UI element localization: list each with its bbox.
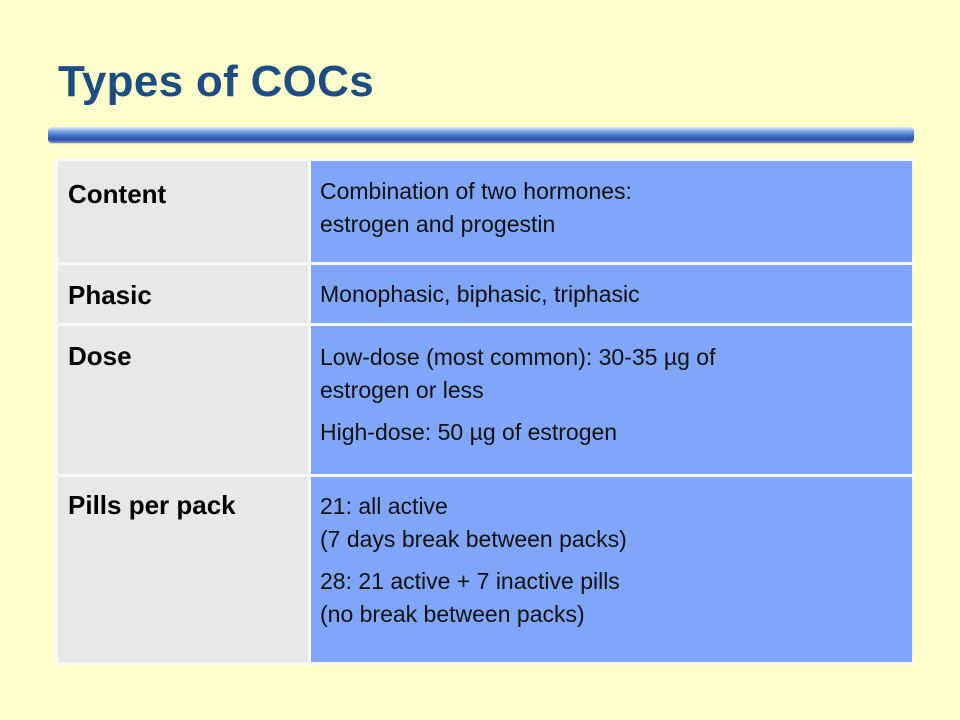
- title-divider: [48, 127, 914, 143]
- table-row-dose: Dose Low-dose (most common): 30-35 µg of…: [55, 322, 915, 477]
- row-value-cell: Combination of two hormones: estrogen an…: [308, 158, 915, 265]
- row-label-cell: Pills per pack: [55, 473, 311, 666]
- row-label-dose: Dose: [68, 340, 132, 371]
- row-label-pills-per-pack: Pills per pack: [68, 489, 236, 520]
- coc-types-table: Content Combination of two hormones: est…: [55, 158, 915, 666]
- pack-21-description: 21: all active (7 days break between pac…: [320, 492, 627, 552]
- row-label-cell: Phasic: [55, 261, 311, 326]
- row-value-cell: 21: all active (7 days break between pac…: [308, 473, 915, 666]
- row-value-cell: Low-dose (most common): 30-35 µg of estr…: [308, 322, 915, 477]
- dose-low-description: Low-dose (most common): 30-35 µg of estr…: [320, 343, 716, 403]
- row-label-cell: Dose: [55, 322, 311, 477]
- row-label-phasic: Phasic: [68, 279, 152, 310]
- row-label-cell: Content: [55, 158, 311, 265]
- phasic-description: Monophasic, biphasic, triphasic: [320, 280, 640, 307]
- content-description: Combination of two hormones: estrogen an…: [320, 178, 632, 237]
- dose-high-description: High-dose: 50 µg of estrogen: [320, 418, 618, 445]
- table-row-content: Content Combination of two hormones: est…: [55, 158, 915, 265]
- row-label-content: Content: [68, 179, 167, 209]
- pack-28-description: 28: 21 active + 7 inactive pills (no bre…: [320, 567, 620, 627]
- table-row-phasic: Phasic Monophasic, biphasic, triphasic: [55, 261, 915, 326]
- table-row-pills-per-pack: Pills per pack 21: all active (7 days br…: [55, 473, 915, 666]
- row-value-cell: Monophasic, biphasic, triphasic: [308, 261, 915, 326]
- slide-title: Types of COCs: [58, 57, 375, 106]
